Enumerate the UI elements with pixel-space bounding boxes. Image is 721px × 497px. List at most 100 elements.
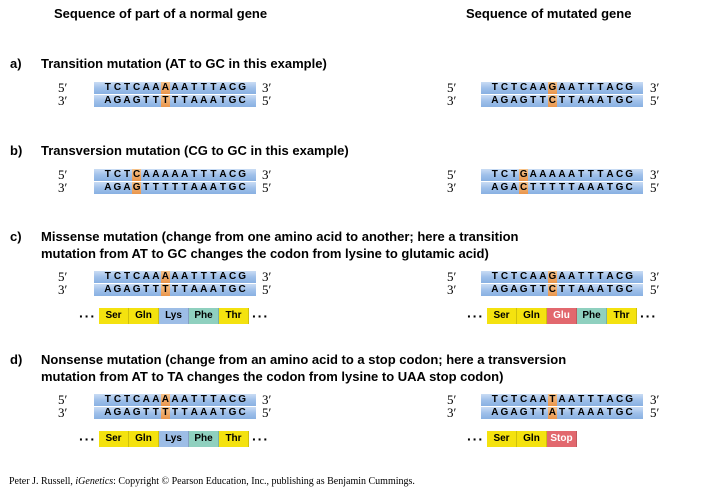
amino-acid-ser: Ser xyxy=(99,431,129,447)
base: A xyxy=(539,82,547,93)
base: T xyxy=(219,182,227,193)
base: G xyxy=(132,284,141,295)
base: A xyxy=(539,271,547,282)
base: A xyxy=(171,82,179,93)
base: A xyxy=(104,182,112,193)
base: A xyxy=(567,82,576,93)
base: A xyxy=(547,407,558,419)
section-title-line: Missense mutation (change from one amino… xyxy=(41,229,519,244)
base: T xyxy=(123,169,131,180)
base: A xyxy=(219,169,227,180)
mutated-bottom-strand-right-prime: 5′ xyxy=(650,93,660,108)
base: T xyxy=(578,394,585,405)
base: G xyxy=(519,407,528,418)
base: T xyxy=(539,407,546,418)
normal-top-strand-left-prime: 5′ xyxy=(58,269,68,284)
base: T xyxy=(606,182,614,193)
base: A xyxy=(160,394,171,406)
normal-top-strand-right-prime: 3′ xyxy=(262,167,272,182)
amino-acid-lys: Lys xyxy=(159,308,189,324)
section-letter: a) xyxy=(10,56,22,71)
ellipsis-left: ··· xyxy=(467,431,484,447)
base: A xyxy=(219,271,227,282)
base: T xyxy=(200,82,207,93)
mutated-top-strand-right-prime: 3′ xyxy=(650,80,660,95)
base: A xyxy=(558,271,566,282)
normal-bottom-strand-left-prime: 3′ xyxy=(58,405,68,420)
base: C xyxy=(228,394,237,405)
base: T xyxy=(200,169,207,180)
base: T xyxy=(491,394,498,405)
base: A xyxy=(558,394,566,405)
section-title-line: mutation from AT to TA changes the codon… xyxy=(41,369,504,384)
base: T xyxy=(491,82,498,93)
mutated-bottom-strand-left-prime: 3′ xyxy=(447,282,457,297)
base: A xyxy=(209,284,217,295)
normal-bottom-strand-right-prime: 5′ xyxy=(262,282,272,297)
base: G xyxy=(500,95,509,106)
mutated-protein-chain: ··· Ser Gln Stop xyxy=(464,431,577,447)
mutated-top-strand-left-prime: 5′ xyxy=(447,269,457,284)
base: A xyxy=(491,182,499,193)
base: T xyxy=(539,182,546,193)
base: A xyxy=(104,95,112,106)
amino-acid-lys: Lys xyxy=(159,431,189,447)
base: T xyxy=(152,284,159,295)
base: A xyxy=(142,169,150,180)
base: A xyxy=(510,95,518,106)
base: A xyxy=(567,271,576,282)
base: T xyxy=(171,95,179,106)
base: A xyxy=(596,182,604,193)
base: T xyxy=(578,271,585,282)
base: G xyxy=(238,394,247,405)
normal-bottom-strand-left-prime: 3′ xyxy=(58,93,68,108)
amino-acid-gln: Gln xyxy=(129,308,159,324)
amino-acid-gln: Gln xyxy=(517,308,547,324)
section-letter: c) xyxy=(10,229,22,244)
base: A xyxy=(160,271,171,283)
base: T xyxy=(597,82,604,93)
base: T xyxy=(510,271,518,282)
base: C xyxy=(238,95,246,106)
amino-acid-thr: Thr xyxy=(607,308,637,324)
base: A xyxy=(190,95,198,106)
normal-top-strand-left-prime: 5′ xyxy=(58,167,68,182)
base: G xyxy=(131,182,142,194)
base: C xyxy=(133,82,141,93)
section-letter: b) xyxy=(10,143,23,158)
amino-acid-phe: Phe xyxy=(189,308,219,324)
base: G xyxy=(518,169,529,181)
base: G xyxy=(615,182,624,193)
ellipsis-right: ··· xyxy=(252,431,269,447)
base: T xyxy=(547,394,558,406)
base: A xyxy=(510,284,518,295)
base: T xyxy=(558,407,566,418)
base: A xyxy=(529,169,537,180)
base: G xyxy=(547,271,558,283)
normal-top-strand-left-prime: 5′ xyxy=(58,80,68,95)
base: C xyxy=(133,271,141,282)
base: A xyxy=(200,95,208,106)
base: T xyxy=(200,271,207,282)
base: G xyxy=(228,284,237,295)
base: A xyxy=(596,284,604,295)
base: T xyxy=(558,182,566,193)
base: T xyxy=(597,169,604,180)
credit-rest: : Copyright © Pearson Education, Inc., p… xyxy=(113,476,415,487)
base: A xyxy=(123,284,131,295)
base: G xyxy=(615,284,624,295)
base: A xyxy=(548,169,557,180)
base: A xyxy=(200,407,208,418)
base: T xyxy=(219,407,227,418)
base: T xyxy=(104,394,111,405)
base: A xyxy=(190,284,198,295)
normal-top-strand-right-prime: 3′ xyxy=(262,80,272,95)
normal-bottom-strand-left-prime: 3′ xyxy=(58,282,68,297)
base: T xyxy=(171,284,179,295)
base: G xyxy=(500,284,509,295)
